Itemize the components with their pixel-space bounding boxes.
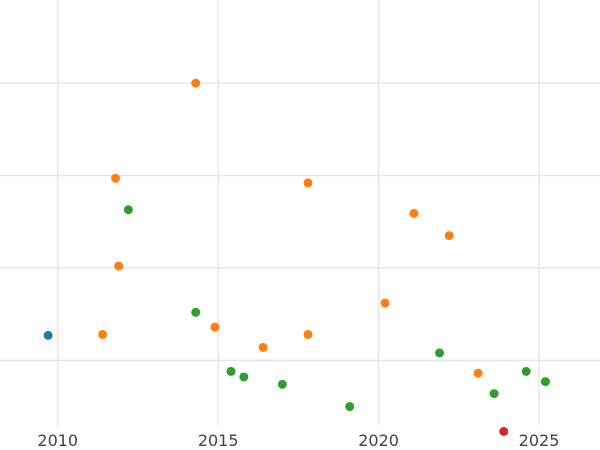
x-tick-label: 2015 — [198, 431, 239, 450]
data-point — [210, 322, 220, 332]
data-point — [409, 208, 419, 218]
data-point — [43, 330, 53, 340]
data-point — [345, 402, 355, 412]
data-point — [489, 389, 499, 399]
data-point — [435, 348, 445, 358]
data-point — [191, 307, 201, 317]
x-tick-label: 2025 — [519, 431, 560, 450]
data-point — [499, 426, 509, 436]
x-tick-label: 2020 — [358, 431, 399, 450]
x-tick-label: 2010 — [37, 431, 78, 450]
data-point — [303, 329, 313, 339]
data-point — [303, 178, 313, 188]
grid — [0, 0, 600, 425]
data-points — [43, 78, 550, 436]
data-point — [191, 78, 201, 88]
data-point — [521, 366, 531, 376]
data-point — [114, 261, 124, 271]
data-point — [98, 329, 108, 339]
data-point — [239, 372, 249, 382]
data-point — [226, 366, 236, 376]
data-point — [111, 173, 121, 183]
data-point — [444, 231, 454, 241]
data-point — [123, 205, 133, 215]
data-point — [258, 342, 268, 352]
data-point — [277, 379, 287, 389]
data-point — [380, 298, 390, 308]
x-axis-ticks: 2010 2015 2020 2025 — [37, 431, 559, 450]
data-point — [540, 377, 550, 387]
data-point — [473, 368, 483, 378]
